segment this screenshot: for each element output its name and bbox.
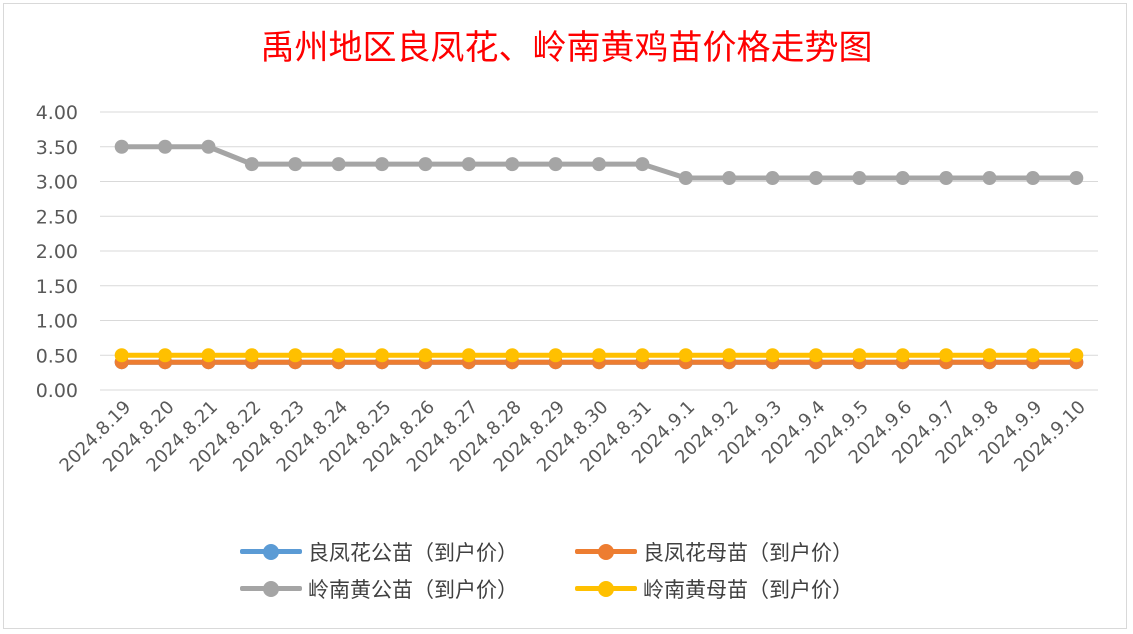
data-point: [375, 348, 390, 363]
legend-marker: [598, 544, 614, 560]
legend: 良凤花公苗（到户价） 良凤花母苗（到户价） 岭南黄公苗（到户价） 岭南黄母苗（到…: [240, 532, 920, 612]
legend-swatch: [240, 574, 302, 604]
data-point: [1069, 348, 1084, 363]
y-tick-label: 4.00: [36, 102, 78, 124]
data-point: [765, 171, 780, 186]
legend-label: 良凤花母苗（到户价）: [643, 541, 853, 565]
data-point: [548, 157, 563, 172]
legend-label: 良凤花公苗（到户价）: [308, 541, 518, 565]
y-tick-label: 3.50: [36, 137, 78, 159]
legend-marker: [263, 544, 279, 560]
data-point: [592, 157, 606, 172]
legend-swatch: [575, 574, 637, 604]
data-point: [158, 139, 173, 154]
legend-item-2: 岭南黄公苗（到户价）: [240, 574, 518, 604]
data-point: [1025, 171, 1040, 186]
data-point: [722, 348, 737, 363]
data-point: [418, 348, 433, 363]
data-point: [635, 348, 650, 363]
y-tick-label: 0.00: [36, 380, 78, 402]
chart-title: 禹州地区良凤花、岭南黄鸡苗价格走势图: [260, 28, 873, 68]
legend-marker: [598, 581, 614, 597]
data-point: [375, 157, 390, 172]
data-point: [1069, 171, 1084, 186]
data-point: [244, 348, 259, 363]
data-point: [288, 348, 303, 363]
data-point: [808, 348, 823, 363]
data-point: [418, 157, 433, 172]
data-point: [635, 157, 650, 172]
y-axis: 0.00 0.50 1.00 1.50 2.00 2.50 3.00 3.50 4.00: [36, 102, 78, 402]
data-point: [895, 171, 910, 186]
data-point: [505, 348, 520, 363]
data-point: [244, 157, 259, 172]
data-point: [461, 348, 476, 363]
data-point: [939, 171, 954, 186]
data-point: [548, 348, 563, 363]
data-point: [678, 348, 693, 363]
legend-marker: [263, 581, 279, 597]
data-point: [895, 348, 910, 363]
legend-swatch: [575, 537, 637, 567]
legend-item-0: 良凤花公苗（到户价）: [240, 537, 518, 567]
data-point: [722, 171, 737, 186]
legend-item-1: 良凤花母苗（到户价）: [575, 537, 853, 567]
legend-swatch: [240, 537, 302, 567]
data-point: [852, 348, 867, 363]
data-point: [1025, 348, 1040, 363]
data-point: [114, 139, 129, 154]
data-point: [678, 171, 693, 186]
data-point: [939, 348, 954, 363]
data-point: [461, 157, 476, 172]
y-tick-label: 1.50: [36, 276, 78, 298]
data-point: [331, 157, 346, 172]
y-tick-label: 2.00: [36, 241, 78, 263]
data-point: [331, 348, 346, 363]
x-axis: 2024.8.192024.8.202024.8.212024.8.222024…: [56, 397, 1090, 477]
data-point: [114, 348, 129, 363]
y-tick-label: 2.50: [36, 206, 78, 228]
y-tick-label: 3.00: [36, 172, 78, 194]
chart-area: [3, 3, 1127, 629]
data-point: [288, 157, 303, 172]
data-point: [765, 348, 780, 363]
data-point: [808, 171, 823, 186]
data-point: [158, 348, 173, 363]
y-tick-label: 0.50: [36, 345, 78, 367]
data-point: [852, 171, 867, 186]
data-point: [505, 157, 520, 172]
legend-label: 岭南黄公苗（到户价）: [308, 578, 518, 602]
y-tick-label: 1.00: [36, 311, 78, 333]
legend-label: 岭南黄母苗（到户价）: [643, 578, 853, 602]
data-point: [982, 171, 997, 186]
data-point: [982, 348, 997, 363]
data-point: [201, 139, 216, 154]
data-point: [592, 348, 606, 363]
data-point: [201, 348, 216, 363]
series-lines: [114, 139, 1084, 370]
legend-item-3: 岭南黄母苗（到户价）: [575, 574, 853, 604]
